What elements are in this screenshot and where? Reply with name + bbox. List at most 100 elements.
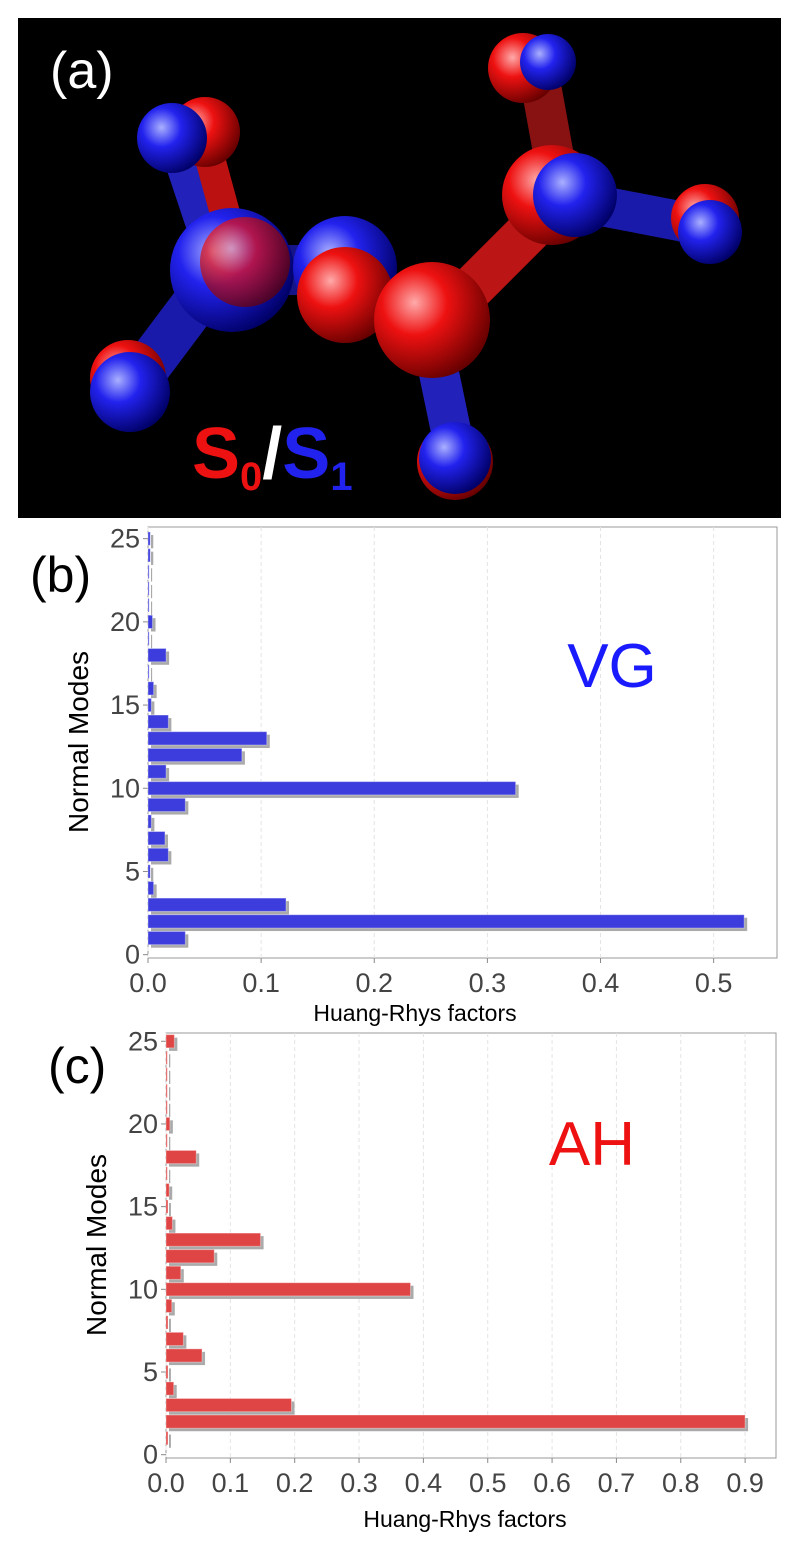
legend-text: 1 xyxy=(330,455,352,499)
bar-shadow xyxy=(169,1434,171,1448)
bar-shadow xyxy=(151,551,154,565)
plot-area xyxy=(165,1032,777,1459)
chart: 0.0 0.1 0.2 0.3 0.4 0.5 0 5 10 15 20 25 (b) VG Huang-R… xyxy=(30,524,778,1026)
bar xyxy=(165,1298,173,1313)
bar-shadow xyxy=(169,1169,171,1184)
bar xyxy=(147,847,169,862)
bar xyxy=(147,531,151,546)
y-axis-label: Normal Modes xyxy=(81,1154,112,1336)
y-tick-label: 5 xyxy=(125,856,140,886)
y-tick-label: 10 xyxy=(110,773,140,803)
x-tick-label: 0.3 xyxy=(340,1468,378,1498)
bar xyxy=(165,1083,168,1098)
x-tick-label: 0.1 xyxy=(212,1468,250,1498)
bar xyxy=(147,614,154,630)
bar xyxy=(147,814,152,829)
bar-shadow xyxy=(151,668,153,682)
bar-shadow xyxy=(169,1136,171,1151)
bar-shadow xyxy=(169,1203,171,1217)
y-tick-label: 20 xyxy=(110,607,140,637)
bar xyxy=(147,714,169,729)
x-tick-label: 0.6 xyxy=(533,1468,571,1498)
bar xyxy=(147,581,150,596)
bar xyxy=(147,564,150,580)
atoms xyxy=(90,33,742,500)
bar xyxy=(147,880,155,896)
y-tick-label: 0 xyxy=(125,940,140,970)
bar-shadow xyxy=(169,1302,175,1316)
bar xyxy=(165,1232,262,1247)
x-tick-label: 0.4 xyxy=(405,1468,443,1498)
bar xyxy=(147,930,186,946)
bar xyxy=(165,1364,169,1380)
bar xyxy=(147,647,167,663)
bar xyxy=(147,697,152,713)
y-tick-label: 10 xyxy=(128,1274,158,1304)
annotation: VG xyxy=(567,632,657,701)
y-tick-label: 0 xyxy=(143,1440,158,1470)
legend-text: 0 xyxy=(240,455,262,499)
bar xyxy=(165,1348,203,1363)
annotation: AH xyxy=(549,1110,635,1179)
bar xyxy=(147,731,268,746)
bar xyxy=(165,1249,215,1264)
bar xyxy=(147,781,517,796)
panel-label: (c) xyxy=(48,1038,106,1094)
bar xyxy=(165,1199,169,1214)
x-axis-label: Huang-Rhys factors xyxy=(313,1000,516,1026)
bar xyxy=(147,598,150,613)
legend-text: S xyxy=(192,414,240,494)
x-tick-label: 0.2 xyxy=(355,968,393,998)
bar-shadow xyxy=(151,584,153,599)
bar-shadow xyxy=(169,1368,171,1382)
bar xyxy=(147,914,745,929)
bar xyxy=(165,1133,168,1148)
y-tick-label: 15 xyxy=(110,690,140,720)
bar-shadow xyxy=(151,534,154,549)
bar xyxy=(147,864,151,879)
bar-shadow xyxy=(151,884,157,898)
x-tick-label: 0.2 xyxy=(276,1468,314,1498)
y-tick-label: 25 xyxy=(110,524,140,554)
bar xyxy=(165,1034,175,1049)
bar-shadow xyxy=(151,618,156,632)
bar-shadow xyxy=(151,817,155,832)
legend-text: / xyxy=(262,414,282,494)
y-tick-label: 15 xyxy=(128,1192,158,1222)
bar xyxy=(147,897,287,912)
bar xyxy=(147,747,243,763)
bar-shadow xyxy=(151,634,153,649)
bar-shadow xyxy=(151,701,155,715)
bar xyxy=(147,631,150,646)
bar xyxy=(165,1381,175,1396)
y-tick-label: 5 xyxy=(143,1357,158,1387)
bar-shadow xyxy=(169,1054,171,1068)
bar xyxy=(165,1331,184,1347)
x-tick-label: 0.5 xyxy=(695,968,733,998)
legend-text: S xyxy=(282,414,330,494)
bar xyxy=(165,1166,168,1181)
bar xyxy=(165,1315,169,1330)
x-tick-label: 0.0 xyxy=(129,968,167,998)
bar xyxy=(147,831,166,846)
bar xyxy=(165,1182,170,1198)
y-tick-label: 25 xyxy=(128,1026,158,1056)
bar xyxy=(165,1414,746,1429)
bar xyxy=(165,1067,168,1082)
bar-shadow xyxy=(151,568,153,582)
bar-shadow xyxy=(151,867,154,882)
state-legend: S0/S1 xyxy=(192,414,353,499)
x-tick-label: 0.7 xyxy=(598,1468,636,1498)
x-tick-label: 0.8 xyxy=(662,1468,700,1498)
molecule-panel: (a) S0/S1 xyxy=(18,18,781,518)
x-axis-label: Huang-Rhys factors xyxy=(363,1506,566,1532)
panel-label: (b) xyxy=(30,547,91,603)
bar xyxy=(147,797,186,813)
chart: 0.0 0.1 0.2 0.3 0.4 0.5 0.6 0.7 0.8 0.9 0 5 10 15 20 25… xyxy=(48,1026,777,1532)
x-tick-label: 0.0 xyxy=(147,1468,185,1498)
x-tick-label: 0.3 xyxy=(469,968,507,998)
bar-shadow xyxy=(169,1318,171,1333)
x-tick-label: 0.4 xyxy=(582,968,620,998)
